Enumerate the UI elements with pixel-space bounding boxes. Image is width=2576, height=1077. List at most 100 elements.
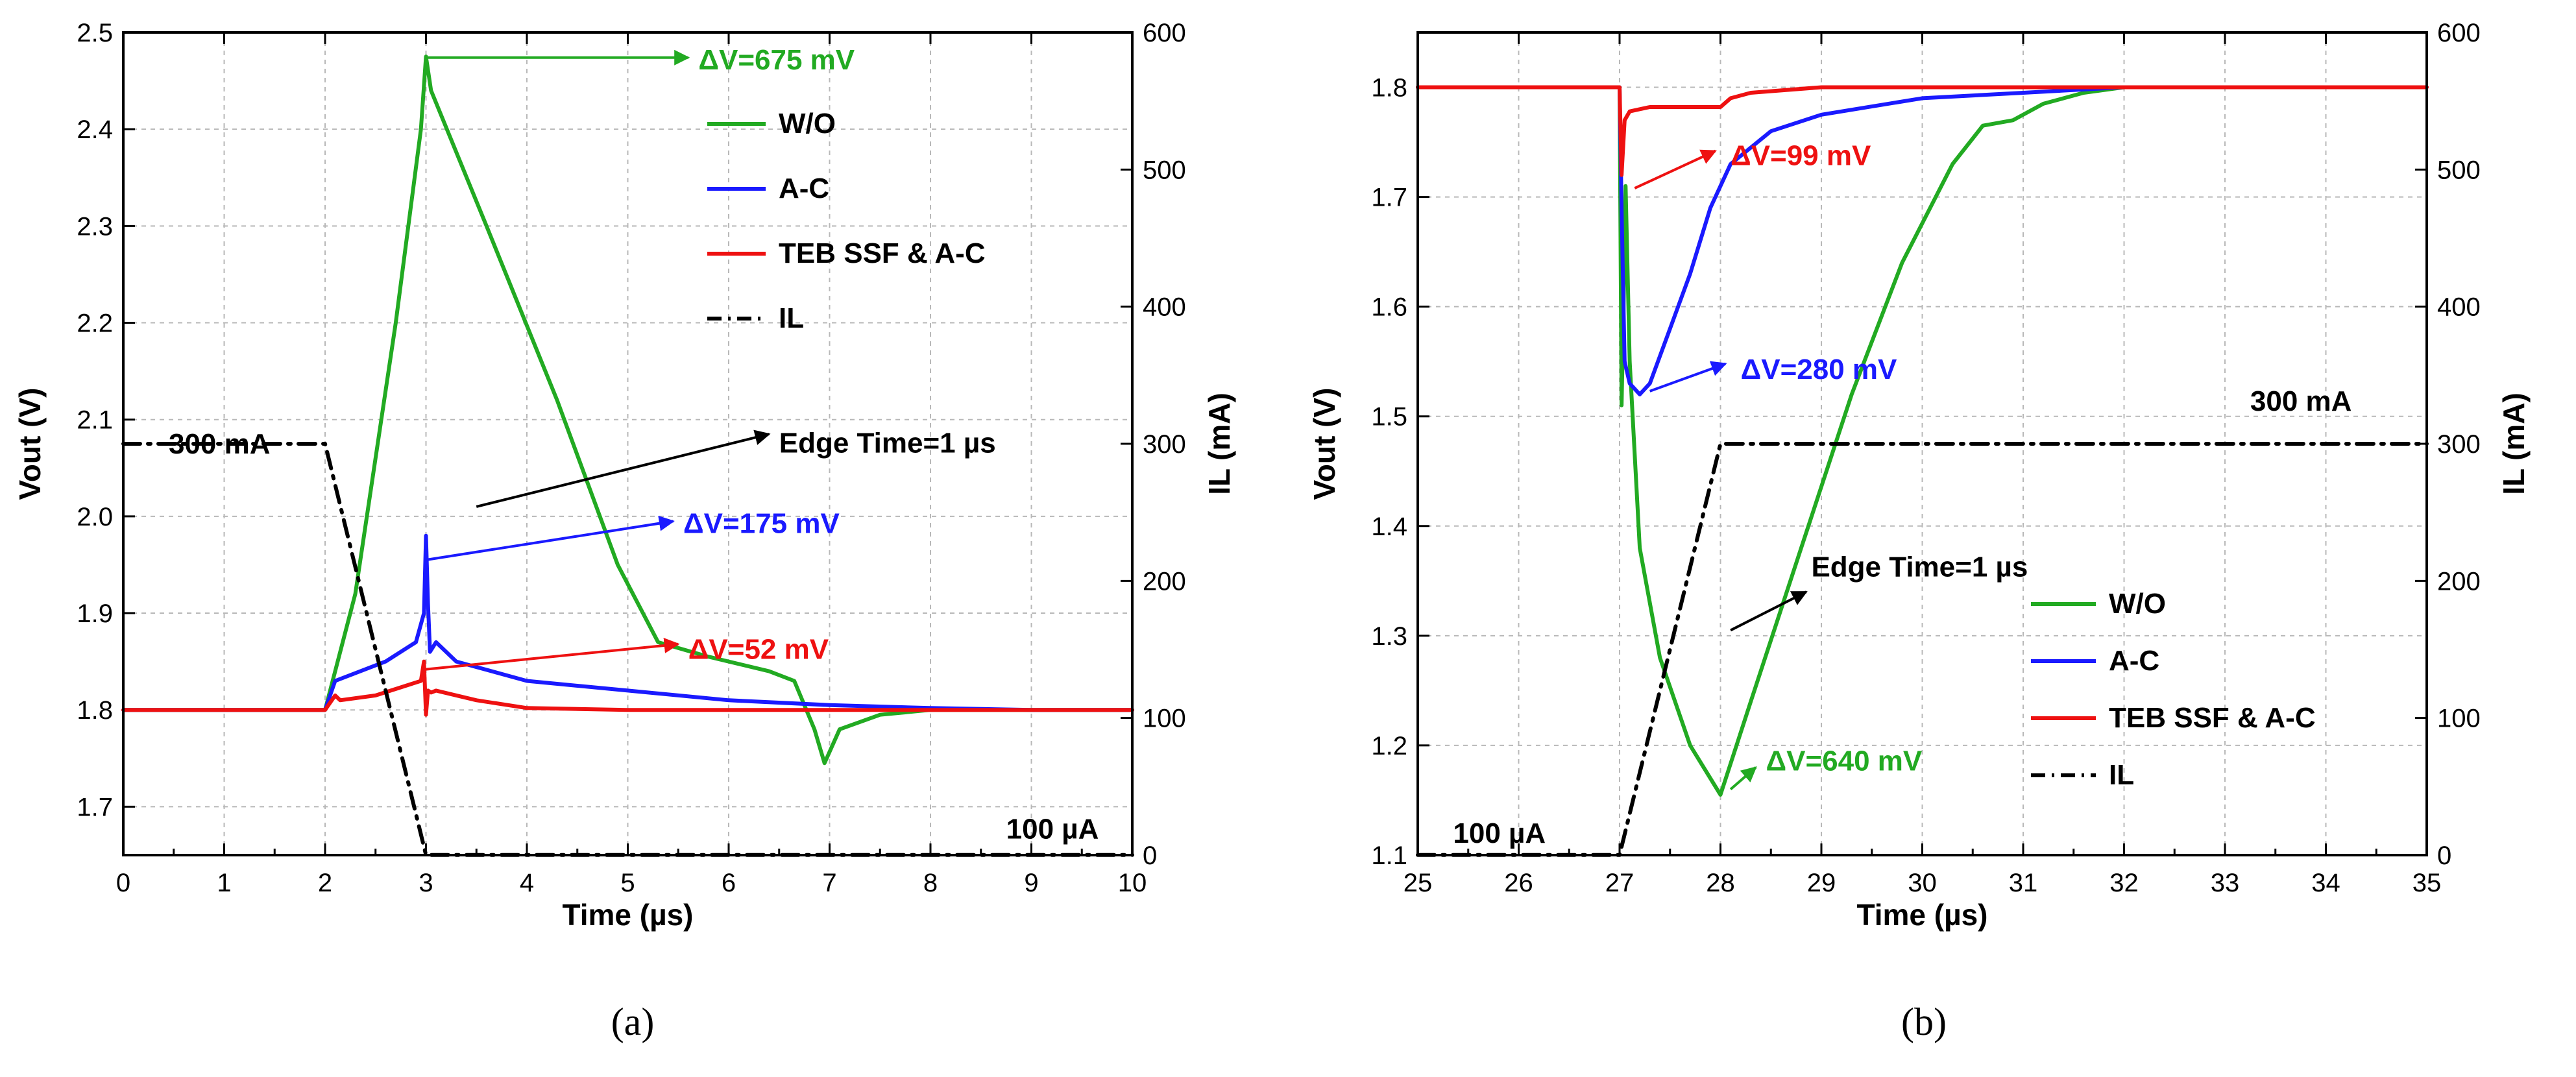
panel-caption: (a) (611, 1000, 655, 1043)
x-tick-label: 8 (923, 869, 938, 897)
series-line-il (1416, 442, 2429, 857)
x-tick-label: 31 (2009, 869, 2038, 897)
y2-tick-label: 300 (1143, 430, 1186, 459)
series-line-ac (121, 533, 1134, 712)
annotation-label: 100 µA (1453, 817, 1546, 849)
y2-tick-label: 600 (2437, 19, 2481, 47)
y-tick-label: 1.8 (77, 696, 113, 725)
annotation-label: Edge Time=1 µs (1811, 551, 2028, 583)
y-tick-label: 2.5 (77, 19, 113, 47)
x-tick-label: 34 (2311, 869, 2340, 897)
y-tick-label: 2.4 (77, 115, 113, 144)
y2-tick-label: 0 (1143, 841, 1157, 870)
legend-label-il: IL (779, 302, 804, 334)
y2-tick-label: 100 (2437, 705, 2481, 733)
x-tick-label: 5 (620, 869, 635, 897)
legend-label-wo: W/O (779, 108, 836, 139)
annotation-label: ΔV=52 mV (688, 633, 829, 665)
y-tick-label: 1.5 (1371, 403, 1407, 431)
annotation-label: 300 mA (2250, 385, 2352, 417)
legend-label-wo: W/O (2109, 588, 2166, 620)
annotation-arrow (476, 430, 771, 508)
x-tick-label: 28 (1706, 869, 1735, 897)
y-tick-label: 1.3 (1371, 622, 1407, 651)
y-tick-label: 2.0 (77, 503, 113, 531)
y2-tick-label: 400 (2437, 293, 2481, 322)
y2-axis-label: IL (mA) (2497, 393, 2531, 495)
plot-frame (122, 31, 1134, 856)
annotation-label: ΔV=175 mV (683, 507, 840, 539)
series-line-teb (121, 659, 1134, 717)
x-tick-label: 30 (1908, 869, 1937, 897)
y-tick-label: 1.6 (1371, 293, 1407, 322)
y2-tick-label: 100 (1143, 705, 1186, 733)
series-line-il (121, 442, 1134, 857)
y-axis-label: Vout (V) (1307, 388, 1341, 500)
y-tick-label: 2.3 (77, 212, 113, 241)
y-tick-label: 1.8 (1371, 74, 1407, 103)
y2-tick-label: 300 (2437, 430, 2481, 459)
annotation-label: ΔV=675 mV (698, 44, 855, 76)
y-tick-label: 1.7 (77, 793, 113, 821)
legend-label-ac: A-C (2109, 645, 2159, 677)
x-tick-label: 2 (318, 869, 332, 897)
annotation-arrow (1634, 149, 1717, 189)
y2-tick-label: 400 (1143, 293, 1186, 322)
x-tick-label: 32 (2109, 869, 2139, 897)
annotation-label: Edge Time=1 µs (779, 428, 996, 459)
x-tick-label: 1 (217, 869, 231, 897)
legend-label-teb: TEB SSF & A-C (2109, 702, 2316, 734)
legend-label-ac: A-C (779, 173, 829, 204)
annotation-arrow (426, 637, 680, 671)
x-tick-label: 3 (419, 869, 433, 897)
y-axis-label: Vout (V) (13, 388, 47, 500)
annotation-arrow (1730, 590, 1808, 632)
series-line-wo (121, 54, 1134, 766)
y2-tick-label: 500 (2437, 156, 2481, 184)
y2-tick-label: 500 (1143, 156, 1186, 184)
x-tick-label: 27 (1605, 869, 1634, 897)
y2-tick-label: 200 (1143, 567, 1186, 596)
annotation-label: 300 mA (169, 428, 271, 460)
x-axis-label: Time (µs) (562, 898, 693, 932)
panel-caption: (b) (1901, 1000, 1947, 1043)
series-line-teb (1416, 85, 2429, 177)
x-tick-label: 9 (1024, 869, 1038, 897)
x-tick-label: 25 (1403, 869, 1433, 897)
annotation-arrow (1729, 766, 1757, 791)
y-tick-label: 1.2 (1371, 732, 1407, 760)
y-tick-label: 2.2 (77, 309, 113, 338)
chart-panel-b: 25 26 27 28 29 30 31 32 33 34 35 1.1 1.2 1.3 1.4 1.5 1.6… (1307, 19, 2531, 1043)
x-tick-label: 29 (1807, 869, 1836, 897)
y-tick-label: 1.1 (1371, 841, 1407, 870)
legend-label-teb: TEB SSF & A-C (779, 237, 986, 269)
x-tick-label: 33 (2211, 869, 2240, 897)
y2-tick-label: 0 (2437, 841, 2451, 870)
x-axis-label: Time (µs) (1856, 898, 1987, 932)
y-tick-label: 1.4 (1371, 513, 1407, 541)
x-tick-label: 0 (116, 869, 130, 897)
x-tick-label: 26 (1504, 869, 1533, 897)
annotation-label: ΔV=99 mV (1731, 139, 1871, 171)
annotation-label: 100 µA (1006, 814, 1099, 845)
y-tick-label: 1.7 (1371, 184, 1407, 212)
annotation-arrow (426, 515, 675, 561)
annotation-label: ΔV=640 mV (1766, 745, 1922, 777)
x-tick-label: 6 (722, 869, 736, 897)
annotation-label: ΔV=280 mV (1741, 354, 1897, 385)
y2-tick-label: 200 (2437, 567, 2481, 596)
plot-frame (1416, 31, 2428, 856)
legend-label-il: IL (2109, 759, 2134, 791)
y-tick-label: 1.9 (77, 599, 113, 628)
chart-panel-a: 0 1 2 3 4 5 6 7 8 9 10 1.7 1.8 1.9 2.0 2.1 2.2 2.3 2.4 2.5 0… (13, 19, 1236, 1043)
annotation-arrow (1649, 361, 1727, 393)
series-line-ac (1416, 85, 2429, 396)
x-tick-label: 7 (822, 869, 836, 897)
x-tick-label: 4 (520, 869, 534, 897)
x-tick-label: 35 (2412, 869, 2442, 897)
y2-axis-label: IL (mA) (1202, 393, 1236, 495)
y-tick-label: 2.1 (77, 406, 113, 435)
y2-tick-label: 600 (1143, 19, 1186, 47)
x-tick-label: 10 (1118, 869, 1147, 897)
